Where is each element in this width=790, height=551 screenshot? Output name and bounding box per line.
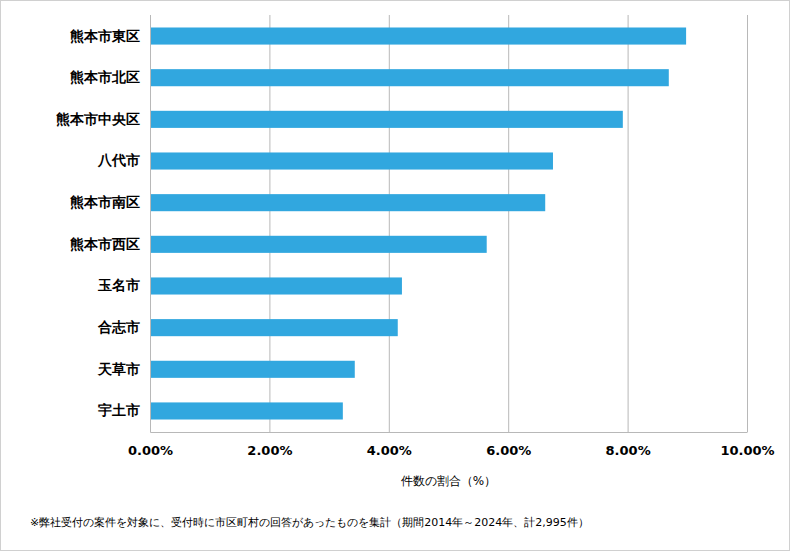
y-tick: 熊本市東区: [70, 28, 150, 44]
x-tick: 6.00%: [486, 432, 531, 458]
bar: [150, 194, 545, 211]
x-axis-title: 件数の割合（%）: [401, 474, 496, 488]
y-tick-label: 熊本市中央区: [56, 111, 140, 127]
y-tick-label: 天草市: [97, 361, 140, 377]
y-tick: 宇土市: [98, 402, 150, 418]
grid-line: [150, 15, 151, 432]
bar: [150, 236, 487, 253]
bar: [150, 361, 355, 378]
x-axis: 0.00% 2.00% 4.00% 6.00% 8.00% 10.00%: [128, 432, 775, 458]
x-tick-label: 10.00%: [720, 443, 774, 458]
chart: 0.00% 2.00% 4.00% 6.00% 8.00% 10.00% 熊本市東区熊本市北…: [0, 0, 790, 551]
grid: [151, 15, 748, 432]
bar: [150, 111, 623, 128]
y-tick-label: 合志市: [97, 319, 140, 335]
y-tick: 八代市: [97, 152, 150, 168]
y-tick-label: 八代市: [97, 152, 140, 168]
y-tick-label: 宇土市: [98, 402, 140, 418]
x-tick: 10.00%: [720, 432, 774, 458]
plot: 0.00% 2.00% 4.00% 6.00% 8.00% 10.00% 熊本市東区熊本市北…: [56, 15, 775, 458]
x-tick-label: 0.00%: [128, 443, 173, 458]
y-tick-label: 熊本市東区: [70, 28, 140, 44]
x-tick: 4.00%: [367, 432, 412, 458]
y-tick-label: 玉名市: [97, 277, 140, 293]
x-tick-label: 8.00%: [606, 443, 651, 458]
x-tick-label: 2.00%: [247, 443, 292, 458]
x-tick: 8.00%: [606, 432, 651, 458]
y-tick: 熊本市中央区: [56, 111, 150, 127]
y-tick: 玉名市: [97, 277, 150, 293]
x-tick-label: 4.00%: [367, 443, 412, 458]
bars: [150, 27, 686, 419]
y-tick: 熊本市南区: [70, 194, 150, 210]
x-tick-label: 6.00%: [486, 443, 531, 458]
bar: [150, 319, 398, 336]
chart-border: [1, 1, 790, 551]
x-tick: 2.00%: [247, 432, 292, 458]
y-tick-label: 熊本市西区: [70, 236, 140, 252]
bar: [150, 69, 669, 86]
y-axis: 熊本市東区熊本市北区熊本市中央区八代市熊本市南区熊本市西区玉名市合志市天草市宇土…: [56, 16, 151, 433]
bar: [150, 27, 686, 44]
bar: [150, 402, 343, 419]
y-tick: 天草市: [97, 361, 150, 377]
grid-line: [747, 15, 748, 432]
y-tick: 熊本市北区: [70, 69, 150, 85]
bar: [150, 152, 553, 169]
y-axis-line: [150, 16, 151, 433]
y-tick-label: 熊本市南区: [70, 194, 140, 210]
x-axis-line: [151, 432, 748, 433]
x-tick: 0.00%: [128, 432, 173, 458]
bar: [150, 277, 402, 294]
y-tick: 熊本市西区: [70, 236, 150, 252]
y-tick-label: 熊本市北区: [70, 69, 140, 85]
annotation: ※弊社受付の案件を対象に、受付時に市区町村の回答があったものを集計（期間2014…: [30, 516, 589, 529]
y-tick: 合志市: [97, 319, 150, 335]
